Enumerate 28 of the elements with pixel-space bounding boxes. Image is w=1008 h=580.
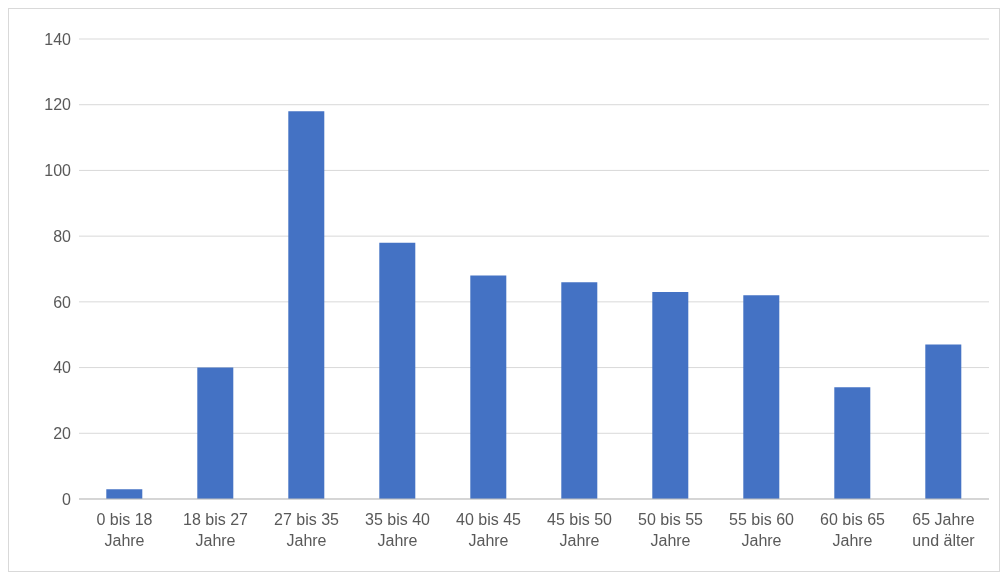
y-tick-label: 140 <box>44 30 72 48</box>
bar <box>470 275 507 499</box>
y-tick-label: 120 <box>44 96 72 114</box>
x-tick-label: 27 bis 35 Jahre <box>274 511 340 549</box>
bar <box>379 242 416 499</box>
y-tick-label: 80 <box>53 227 72 245</box>
bar <box>106 489 143 499</box>
bar <box>197 367 234 499</box>
x-tick-label: 40 bis 45 Jahre <box>456 511 522 549</box>
bar <box>652 292 689 499</box>
bar <box>834 387 871 499</box>
bar <box>925 344 962 499</box>
bar <box>288 111 325 499</box>
bar <box>743 295 780 499</box>
y-tick-label: 40 <box>53 359 72 377</box>
y-tick-label: 20 <box>53 424 72 442</box>
x-tick-label: 35 bis 40 Jahre <box>365 511 431 549</box>
y-tick-label: 0 <box>62 490 72 508</box>
x-tick-label: 45 bis 50 Jahre <box>547 511 613 549</box>
y-tick-label: 100 <box>44 162 72 180</box>
x-tick-label: 0 bis 18 Jahre <box>96 511 153 549</box>
x-tick-label: 65 Jahre und älter <box>912 511 976 549</box>
bar <box>561 282 598 499</box>
y-tick-label: 60 <box>53 293 72 311</box>
x-tick-label: 55 bis 60 Jahre <box>729 511 795 549</box>
x-tick-label: 50 bis 55 Jahre <box>638 511 704 549</box>
x-tick-label: 60 bis 65 Jahre <box>820 511 886 549</box>
x-tick-label: 18 bis 27 Jahre <box>183 511 249 549</box>
